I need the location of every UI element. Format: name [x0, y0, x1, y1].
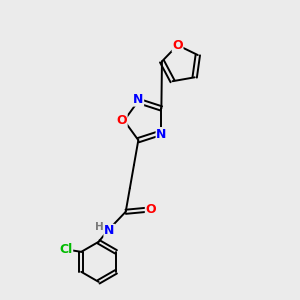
Text: N: N [104, 224, 114, 237]
Text: O: O [116, 114, 127, 127]
Text: Cl: Cl [59, 243, 73, 256]
Text: O: O [146, 203, 156, 216]
Text: H: H [95, 221, 103, 232]
Text: O: O [172, 39, 183, 52]
Text: N: N [133, 93, 143, 106]
Text: N: N [156, 128, 167, 141]
